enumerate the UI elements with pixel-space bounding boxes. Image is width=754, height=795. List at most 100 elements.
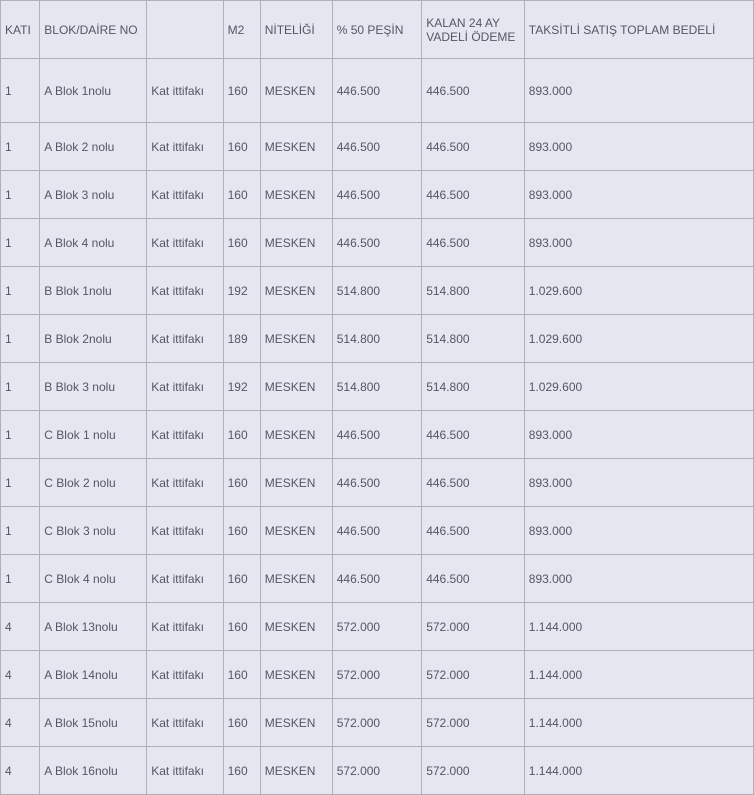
cell-blok_daire: C Blok 3 nolu bbox=[40, 507, 147, 555]
cell-kati: 1 bbox=[1, 219, 40, 267]
cell-pesin: 514.800 bbox=[332, 267, 421, 315]
table-row: 1B Blok 2noluKat ittifakı189MESKEN514.80… bbox=[1, 315, 754, 363]
cell-nitelik: MESKEN bbox=[260, 747, 332, 795]
col-header-toplam: TAKSİTLİ SATIŞ TOPLAM BEDELİ bbox=[524, 1, 753, 59]
cell-toplam: 893.000 bbox=[524, 459, 753, 507]
table-row: 1A Blok 2 noluKat ittifakı160MESKEN 446.5… bbox=[1, 123, 754, 171]
cell-nitelik: MESKEN bbox=[260, 59, 332, 123]
cell-blok_daire: A Blok 15nolu bbox=[40, 699, 147, 747]
table-row: 4A Blok 16noluKat ittifakı160MESKEN572.0… bbox=[1, 747, 754, 795]
cell-kati: 1 bbox=[1, 315, 40, 363]
cell-nitelik: MESKEN bbox=[260, 267, 332, 315]
cell-m2: 160 bbox=[223, 699, 260, 747]
cell-ittifak: Kat ittifakı bbox=[147, 411, 223, 459]
cell-nitelik: MESKEN bbox=[260, 171, 332, 219]
cell-vadeli: 446.500 bbox=[422, 123, 525, 171]
cell-m2: 192 bbox=[223, 363, 260, 411]
cell-m2: 160 bbox=[223, 603, 260, 651]
cell-nitelik: MESKEN bbox=[260, 123, 332, 171]
cell-pesin: 514.800 bbox=[332, 363, 421, 411]
cell-blok_daire: A Blok 4 nolu bbox=[40, 219, 147, 267]
cell-ittifak: Kat ittifakı bbox=[147, 459, 223, 507]
col-header-vadeli: KALAN 24 AY VADELİ ÖDEME bbox=[422, 1, 525, 59]
cell-nitelik: MESKEN bbox=[260, 363, 332, 411]
cell-vadeli: 572.000 bbox=[422, 651, 525, 699]
cell-kati: 4 bbox=[1, 603, 40, 651]
cell-blok_daire: A Blok 1nolu bbox=[40, 59, 147, 123]
col-header-m2: M2 bbox=[223, 1, 260, 59]
cell-ittifak: Kat ittifakı bbox=[147, 59, 223, 123]
cell-kati: 1 bbox=[1, 555, 40, 603]
cell-m2: 160 bbox=[223, 747, 260, 795]
cell-nitelik: MESKEN bbox=[260, 603, 332, 651]
cell-kati: 4 bbox=[1, 747, 40, 795]
cell-blok_daire: C Blok 2 nolu bbox=[40, 459, 147, 507]
cell-toplam: 893.000 bbox=[524, 411, 753, 459]
cell-ittifak: Kat ittifakı bbox=[147, 747, 223, 795]
cell-vadeli: 446.500 bbox=[422, 59, 525, 123]
cell-kati: 1 bbox=[1, 123, 40, 171]
cell-vadeli: 514.800 bbox=[422, 363, 525, 411]
cell-ittifak: Kat ittifakı bbox=[147, 363, 223, 411]
table-row: 1A Blok 4 noluKat ittifakı160MESKEN446.5… bbox=[1, 219, 754, 267]
cell-m2: 160 bbox=[223, 459, 260, 507]
cell-ittifak: Kat ittifakı bbox=[147, 555, 223, 603]
col-header-ittifak bbox=[147, 1, 223, 59]
cell-vadeli: 572.000 bbox=[422, 603, 525, 651]
cell-kati: 1 bbox=[1, 363, 40, 411]
cell-pesin: 572.000 bbox=[332, 651, 421, 699]
cell-nitelik: MESKEN bbox=[260, 411, 332, 459]
cell-pesin: 514.800 bbox=[332, 315, 421, 363]
cell-kati: 1 bbox=[1, 59, 40, 123]
cell-toplam: 893.000 bbox=[524, 507, 753, 555]
cell-m2: 160 bbox=[223, 411, 260, 459]
cell-kati: 1 bbox=[1, 171, 40, 219]
cell-m2: 160 bbox=[223, 171, 260, 219]
cell-blok_daire: A Blok 13nolu bbox=[40, 603, 147, 651]
cell-toplam: 1.029.600 bbox=[524, 363, 753, 411]
table-row: 4A Blok 14noluKat ittifakı160MESKEN572.0… bbox=[1, 651, 754, 699]
cell-ittifak: Kat ittifakı bbox=[147, 507, 223, 555]
cell-nitelik: MESKEN bbox=[260, 315, 332, 363]
cell-pesin: 572.000 bbox=[332, 699, 421, 747]
cell-blok_daire: A Blok 2 nolu bbox=[40, 123, 147, 171]
cell-vadeli: 446.500 bbox=[422, 219, 525, 267]
col-header-pesin: % 50 PEŞİN bbox=[332, 1, 421, 59]
cell-ittifak: Kat ittifakı bbox=[147, 267, 223, 315]
col-header-blok-daire: BLOK/DAİRE NO bbox=[40, 1, 147, 59]
cell-m2: 160 bbox=[223, 507, 260, 555]
cell-kati: 4 bbox=[1, 651, 40, 699]
col-header-kati: KATI bbox=[1, 1, 40, 59]
cell-kati: 1 bbox=[1, 411, 40, 459]
cell-m2: 160 bbox=[223, 123, 260, 171]
table-body: 1A Blok 1noluKat ittifakı160MESKEN446.50… bbox=[1, 59, 754, 795]
cell-toplam: 1.029.600 bbox=[524, 315, 753, 363]
cell-nitelik: MESKEN bbox=[260, 651, 332, 699]
cell-nitelik: MESKEN bbox=[260, 699, 332, 747]
cell-pesin: 446.500 bbox=[332, 171, 421, 219]
cell-blok_daire: C Blok 1 nolu bbox=[40, 411, 147, 459]
cell-kati: 1 bbox=[1, 507, 40, 555]
cell-blok_daire: B Blok 2nolu bbox=[40, 315, 147, 363]
cell-pesin: 446.500 bbox=[332, 219, 421, 267]
cell-toplam: 1.144.000 bbox=[524, 603, 753, 651]
table-row: 1B Blok 3 noluKat ittifakı192MESKEN514.8… bbox=[1, 363, 754, 411]
cell-pesin: 572.000 bbox=[332, 603, 421, 651]
table-row: 1A Blok 1noluKat ittifakı160MESKEN446.50… bbox=[1, 59, 754, 123]
cell-ittifak: Kat ittifakı bbox=[147, 699, 223, 747]
cell-blok_daire: A Blok 3 nolu bbox=[40, 171, 147, 219]
cell-vadeli: 446.500 bbox=[422, 171, 525, 219]
cell-ittifak: Kat ittifakı bbox=[147, 123, 223, 171]
table-row: 1A Blok 3 noluKat ittifakı160MESKEN446.5… bbox=[1, 171, 754, 219]
cell-pesin: 446.500 bbox=[332, 59, 421, 123]
cell-blok_daire: B Blok 3 nolu bbox=[40, 363, 147, 411]
table-row: 1C Blok 3 noluKat ittifakı160MESKEN446.5… bbox=[1, 507, 754, 555]
cell-ittifak: Kat ittifakı bbox=[147, 603, 223, 651]
cell-blok_daire: A Blok 16nolu bbox=[40, 747, 147, 795]
col-header-nitelik: NİTELİĞİ bbox=[260, 1, 332, 59]
cell-toplam: 893.000 bbox=[524, 219, 753, 267]
table-row: 1B Blok 1noluKat ittifakı192MESKEN514.80… bbox=[1, 267, 754, 315]
table-row: 1C Blok 1 noluKat ittifakı160MESKEN446.5… bbox=[1, 411, 754, 459]
cell-ittifak: Kat ittifakı bbox=[147, 171, 223, 219]
cell-nitelik: MESKEN bbox=[260, 507, 332, 555]
